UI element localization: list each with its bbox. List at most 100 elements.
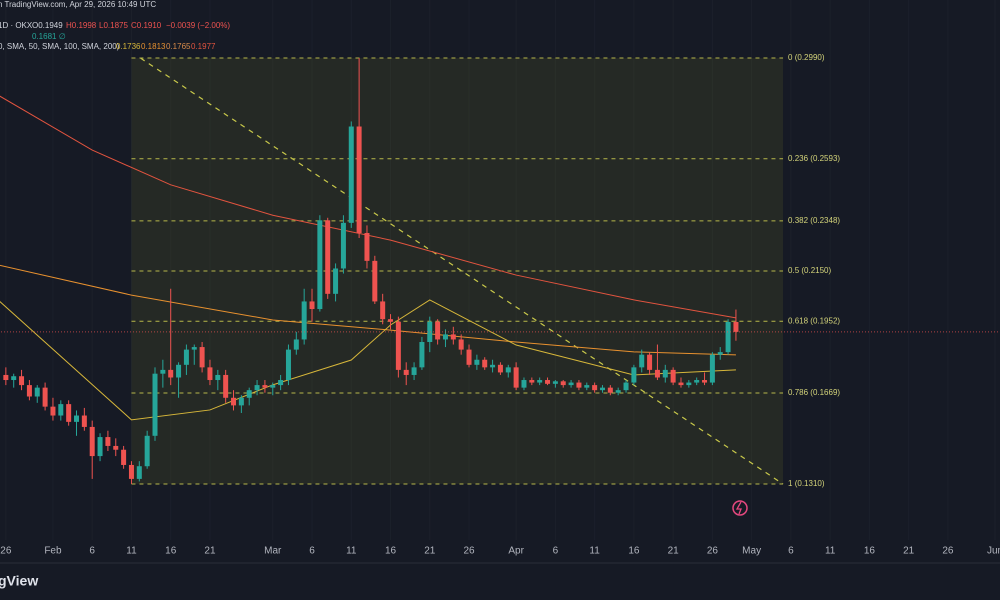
candle-body [521, 380, 527, 388]
ohlc-low: L0.1875 [99, 21, 128, 30]
candle-body [58, 404, 64, 416]
sma-value: 0.1736 [116, 42, 141, 51]
indicator-value: 0.1681 ∅ [32, 32, 66, 41]
candle-body [513, 367, 519, 388]
candle-body [639, 354, 645, 368]
x-tick-label: 11 [346, 546, 357, 557]
candle-body [388, 319, 394, 322]
x-tick-label: Jun [987, 546, 1000, 557]
candle-body [278, 380, 284, 386]
candle-body [223, 374, 229, 398]
candle-body [121, 449, 127, 465]
candle-body [19, 376, 25, 386]
candle-body [199, 347, 205, 368]
candle-body [325, 220, 331, 294]
candle-body [183, 349, 189, 365]
candle-body [254, 385, 260, 391]
x-tick-label: 26 [942, 546, 954, 557]
candle-body [599, 387, 605, 391]
moving-average [0, 299, 736, 421]
candle-body [686, 382, 692, 386]
moving-average [0, 95, 737, 319]
candle-body [654, 369, 660, 378]
candle-body [623, 382, 629, 391]
x-tick-label: 26 [463, 546, 475, 557]
x-tick-label: 16 [385, 546, 397, 557]
candle-body [340, 222, 346, 269]
ohlc-high: H0.1998 [66, 21, 97, 30]
candle-body [301, 301, 307, 340]
source: n TradingView.com, Apr 29, 2026 10:49 UT… [0, 0, 156, 9]
candle-body [395, 321, 401, 370]
candle-body [160, 369, 166, 374]
candle-body [152, 373, 158, 436]
ohlc-change: −0.0039 (−2.00%) [166, 21, 230, 30]
candle-body [678, 382, 684, 386]
candle-body [136, 466, 142, 479]
fib-box [131, 58, 784, 484]
candle-body [231, 397, 237, 406]
candle-body [262, 385, 268, 388]
candle-body [348, 126, 354, 223]
candle-body [11, 376, 17, 381]
candle-body [584, 385, 590, 388]
candle-body [81, 415, 87, 427]
candle-body [709, 354, 715, 383]
ohlc-close: C0.1910 [131, 21, 162, 30]
candle-body [89, 426, 95, 457]
candle-body [26, 385, 32, 397]
candle-body [505, 367, 511, 373]
x-tick-label: 11 [589, 546, 600, 557]
candle-body [568, 382, 574, 386]
candle-body [560, 381, 566, 386]
x-tick-label: 21 [668, 546, 680, 557]
candle-body [128, 464, 134, 479]
candle-body [427, 321, 433, 342]
x-tick-label: 6 [89, 546, 95, 557]
x-tick-label: 11 [126, 546, 137, 557]
candle-body [474, 359, 480, 365]
candle-body [50, 406, 56, 416]
fib-label: 0.618 (0.1952) [788, 316, 840, 325]
candle-body [246, 390, 252, 398]
candle-body [238, 397, 244, 406]
candle-body [733, 321, 739, 332]
x-tick-label: 26 [707, 546, 719, 557]
x-tick-label: 26 [0, 546, 12, 557]
x-tick-label: 16 [628, 546, 640, 557]
candle-body [3, 374, 9, 381]
candle-body [380, 301, 386, 320]
x-tick-label: 21 [204, 546, 216, 557]
x-tick-label: Mar [264, 546, 282, 557]
candle-body [372, 260, 378, 302]
alert-icon[interactable] [732, 500, 748, 516]
candle-body [317, 220, 323, 310]
x-tick-label: 11 [825, 546, 836, 557]
x-tick-label: 16 [165, 546, 177, 557]
x-tick-label: 6 [553, 546, 559, 557]
candle-body [670, 369, 676, 383]
fib-label: 1 (0.1310) [788, 479, 825, 488]
candle-body [105, 437, 111, 446]
candle-body [411, 367, 417, 375]
fib-label: 0 (0.2990) [788, 53, 825, 62]
candle-body [191, 347, 197, 350]
candle-body [662, 369, 668, 378]
plot: 0 (0.2990) 0.236 (0.2593) 0.382 (0.2348) 0.… [0, 53, 1000, 489]
candle-body [717, 352, 723, 355]
candle-body [466, 349, 472, 365]
candle-body [293, 339, 299, 350]
sma-value: 0.1977 [191, 42, 216, 51]
candle-body [615, 390, 621, 393]
x-tick-label: 16 [864, 546, 876, 557]
candle-body [537, 380, 543, 383]
candle-body [285, 349, 291, 381]
candle-body [694, 380, 700, 383]
sma-params: 0, SMA, 50, SMA, 100, SMA, 200) [0, 42, 120, 51]
candle-body [97, 437, 103, 457]
x-tick-label: 6 [788, 546, 794, 557]
candle-body [497, 364, 503, 373]
candle-body [552, 381, 558, 384]
fib-label: 0.5 (0.2150) [788, 266, 831, 275]
